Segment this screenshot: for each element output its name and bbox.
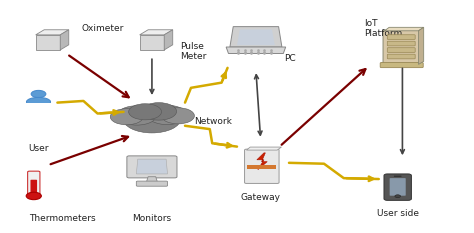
Polygon shape <box>137 159 167 174</box>
Polygon shape <box>257 153 267 170</box>
Text: Thermometers: Thermometers <box>29 214 95 223</box>
FancyBboxPatch shape <box>245 149 279 183</box>
Polygon shape <box>24 103 53 107</box>
FancyBboxPatch shape <box>27 171 40 196</box>
Polygon shape <box>164 30 173 50</box>
Circle shape <box>31 90 46 98</box>
FancyBboxPatch shape <box>383 30 420 65</box>
Polygon shape <box>36 30 69 35</box>
FancyBboxPatch shape <box>387 48 415 52</box>
FancyBboxPatch shape <box>387 41 415 46</box>
FancyBboxPatch shape <box>247 165 276 169</box>
Circle shape <box>141 103 177 120</box>
Polygon shape <box>230 27 282 47</box>
Text: PC: PC <box>284 54 296 63</box>
Text: User side: User side <box>377 209 419 218</box>
Text: Pulse
Meter: Pulse Meter <box>180 42 207 61</box>
Polygon shape <box>60 30 69 50</box>
Text: User: User <box>28 144 49 153</box>
Text: Monitors: Monitors <box>132 214 172 223</box>
Circle shape <box>26 192 41 200</box>
FancyBboxPatch shape <box>387 54 415 59</box>
Polygon shape <box>146 177 157 182</box>
Circle shape <box>123 105 181 133</box>
Circle shape <box>147 105 187 125</box>
Circle shape <box>162 108 194 124</box>
Text: Oximeter: Oximeter <box>81 24 123 33</box>
Polygon shape <box>384 27 424 31</box>
FancyBboxPatch shape <box>390 178 406 196</box>
Circle shape <box>128 104 162 120</box>
Polygon shape <box>36 35 60 50</box>
FancyBboxPatch shape <box>384 174 411 200</box>
Polygon shape <box>140 30 173 35</box>
Circle shape <box>395 195 401 198</box>
Circle shape <box>110 109 143 125</box>
Text: Network: Network <box>194 117 232 126</box>
Polygon shape <box>140 35 164 50</box>
Ellipse shape <box>27 97 51 106</box>
FancyBboxPatch shape <box>394 175 401 177</box>
Text: Gateway: Gateway <box>241 193 281 202</box>
Polygon shape <box>226 47 286 54</box>
Text: IoT
Platform: IoT Platform <box>365 19 403 38</box>
FancyBboxPatch shape <box>127 156 177 178</box>
Polygon shape <box>246 147 282 150</box>
FancyBboxPatch shape <box>387 35 415 39</box>
FancyBboxPatch shape <box>137 181 167 186</box>
FancyBboxPatch shape <box>380 62 423 68</box>
FancyBboxPatch shape <box>30 180 37 196</box>
Polygon shape <box>419 27 424 64</box>
Polygon shape <box>237 29 275 45</box>
Circle shape <box>117 106 156 125</box>
